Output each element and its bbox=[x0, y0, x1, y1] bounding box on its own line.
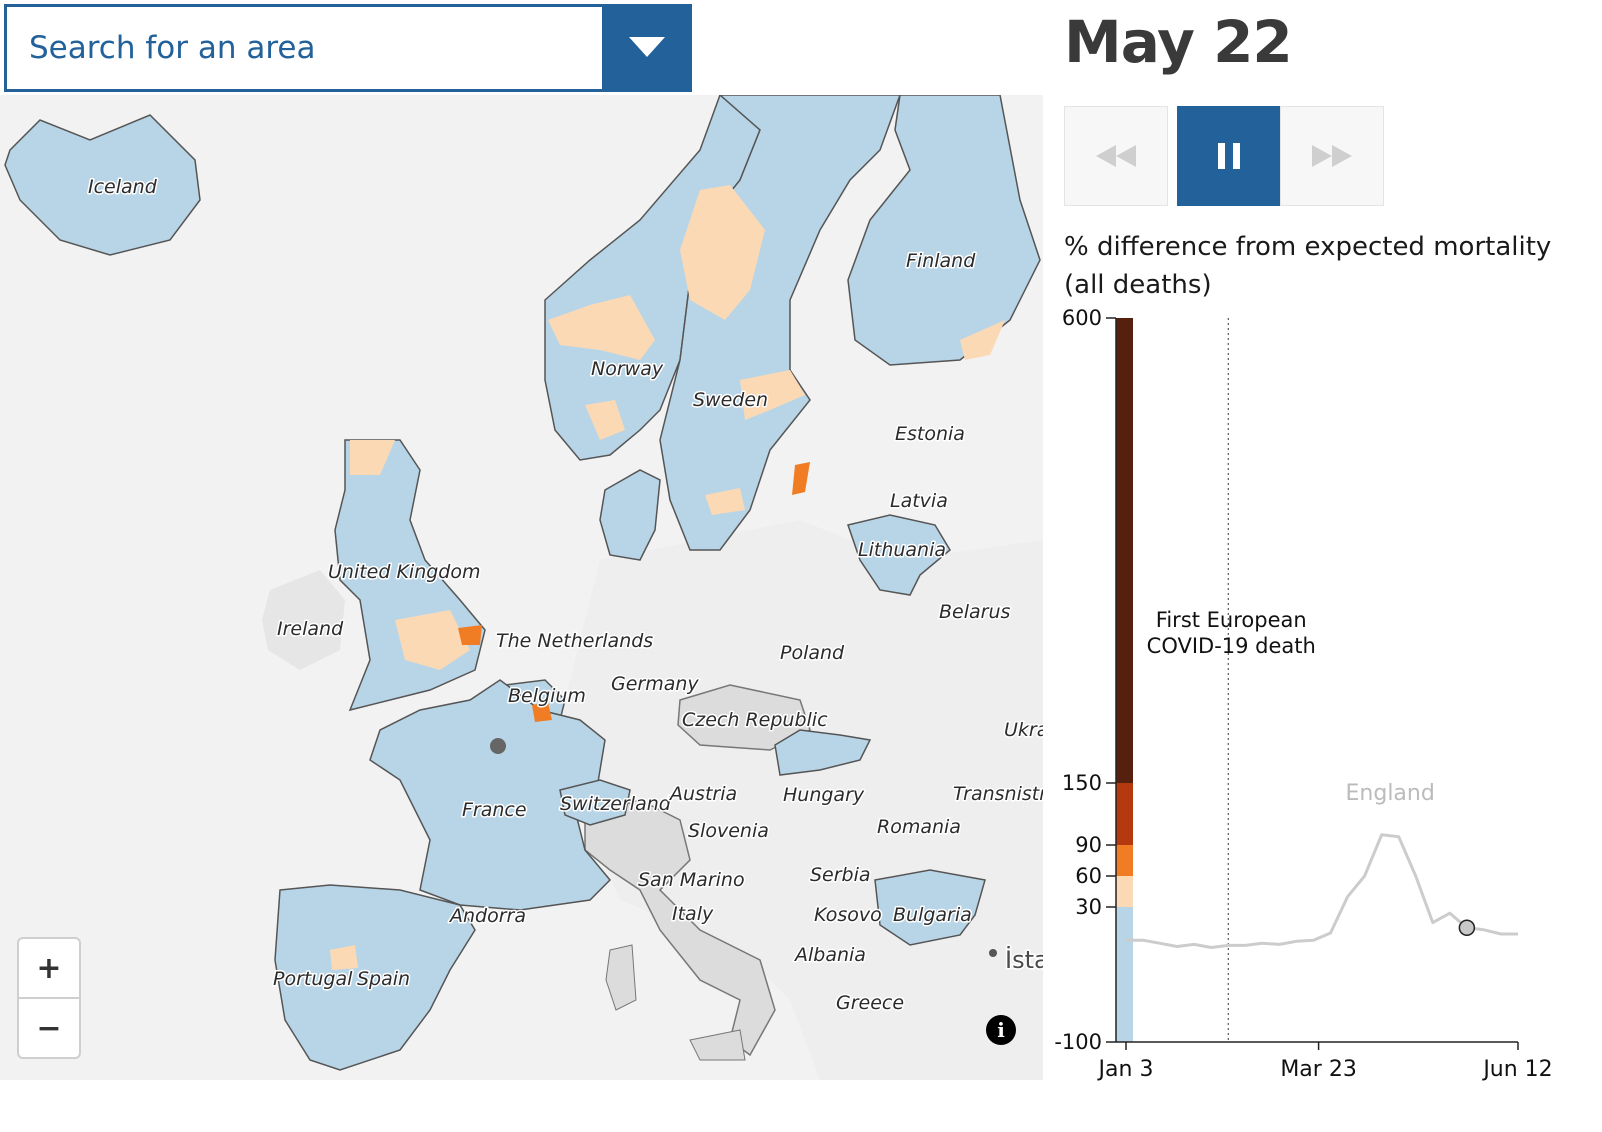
current-date: May 22 bbox=[1064, 8, 1293, 76]
region-peach-scotland bbox=[350, 440, 395, 475]
region-peach-norway bbox=[548, 295, 655, 360]
region-peach-stockholm bbox=[740, 370, 805, 420]
map-canvas[interactable]: Iceland Norway Sweden Finland Estonia La… bbox=[0, 95, 1043, 1080]
label-andorra: Andorra bbox=[448, 905, 526, 927]
label-greece: Greece bbox=[836, 992, 904, 1014]
label-ukraine: Ukra bbox=[1004, 719, 1043, 741]
x-tick-label-0: Jan 3 bbox=[1097, 1057, 1154, 1082]
region-peach-sweden bbox=[680, 185, 765, 320]
label-estonia: Estonia bbox=[895, 423, 965, 445]
color-band-3 bbox=[1116, 783, 1133, 845]
label-kosovo: Kosovo bbox=[814, 904, 882, 926]
finland-shape bbox=[847, 95, 1041, 366]
zoom-in-button[interactable]: + bbox=[36, 950, 62, 986]
label-switzerland: Switzerland bbox=[560, 793, 672, 815]
sardinia-shape bbox=[605, 944, 637, 1011]
label-finland: Finland bbox=[906, 250, 976, 272]
label-italy: Italy bbox=[672, 903, 714, 925]
region-peach-south-sweden bbox=[705, 488, 745, 515]
search-box[interactable] bbox=[4, 4, 606, 92]
area-search[interactable] bbox=[4, 4, 692, 92]
denmark-shape bbox=[599, 469, 661, 561]
info-icon[interactable]: i bbox=[986, 1015, 1016, 1045]
pause-button[interactable] bbox=[1177, 106, 1281, 206]
label-poland: Poland bbox=[780, 642, 845, 664]
label-united-kingdom: United Kingdom bbox=[328, 561, 481, 583]
y-tick-label-3: 60 bbox=[1075, 864, 1102, 888]
mortality-chart: 600 150 90 60 30 -100 Jan 3 Mar 23 Jun 12 First E… bbox=[1054, 306, 1552, 1082]
label-san-marino: San Marino bbox=[638, 869, 745, 891]
label-iceland: Iceland bbox=[88, 176, 158, 198]
label-latvia: Latvia bbox=[890, 490, 948, 512]
pause-icon bbox=[1218, 143, 1240, 169]
ireland-shape bbox=[262, 570, 345, 670]
x-tick-label-1: Mar 23 bbox=[1280, 1057, 1357, 1082]
annotation-line2: COVID-19 death bbox=[1147, 634, 1316, 658]
rewind-button[interactable] bbox=[1064, 106, 1168, 206]
label-spain: Spain bbox=[357, 968, 410, 990]
paris-marker[interactable] bbox=[490, 738, 506, 754]
label-lithuania: Lithuania bbox=[858, 539, 946, 561]
region-orange-belgium bbox=[532, 702, 552, 722]
search-input[interactable] bbox=[27, 29, 591, 67]
y-tick-label-0: 600 bbox=[1062, 306, 1102, 330]
fast-forward-icon bbox=[1312, 145, 1352, 167]
label-albania: Albania bbox=[793, 944, 866, 966]
x-tick-label-2: Jun 12 bbox=[1481, 1057, 1552, 1082]
zoom-out-button[interactable]: − bbox=[19, 997, 79, 1057]
color-band-4 bbox=[1116, 318, 1133, 783]
color-band-2 bbox=[1116, 845, 1133, 876]
lithuania-shape bbox=[847, 514, 951, 596]
europe-map[interactable]: Iceland Norway Sweden Finland Estonia La… bbox=[0, 95, 1043, 1080]
slovakia-shape bbox=[774, 729, 872, 776]
label-norway: Norway bbox=[591, 358, 664, 380]
region-peach-oslo bbox=[585, 400, 625, 440]
y-tick-label-2: 90 bbox=[1075, 833, 1102, 857]
y-tick-label-5: -100 bbox=[1054, 1030, 1102, 1054]
label-romania: Romania bbox=[877, 816, 961, 838]
series-line-0 bbox=[1126, 833, 1518, 949]
y-tick-label-1: 150 bbox=[1062, 771, 1102, 795]
iceland-shape bbox=[4, 114, 201, 256]
label-sweden: Sweden bbox=[693, 389, 768, 411]
label-czech: Czech Republic bbox=[682, 709, 828, 731]
region-peach-england bbox=[395, 610, 470, 670]
label-germany: Germany bbox=[611, 673, 699, 695]
chart-title: % difference from expected mortality (al… bbox=[1064, 232, 1552, 300]
region-peach-finland bbox=[960, 320, 1005, 360]
annotation-line1: First European bbox=[1156, 608, 1307, 632]
label-portugal: Portugal bbox=[273, 968, 353, 990]
series-label-0: England bbox=[1346, 781, 1435, 806]
label-ireland: Ireland bbox=[277, 618, 344, 640]
color-band-1 bbox=[1116, 876, 1133, 907]
region-orange-gotland bbox=[792, 462, 810, 495]
search-dropdown-button[interactable] bbox=[602, 4, 692, 92]
chevron-down-icon bbox=[629, 37, 665, 57]
label-transnistria: Transnistric bbox=[953, 783, 1043, 805]
label-istanbul: İsta bbox=[1005, 945, 1043, 974]
label-netherlands: The Netherlands bbox=[496, 630, 653, 652]
region-orange-london bbox=[458, 625, 482, 645]
switzerland-shape bbox=[559, 779, 631, 826]
rewind-icon bbox=[1096, 145, 1136, 167]
color-band-0 bbox=[1116, 907, 1133, 1042]
label-belarus: Belarus bbox=[939, 601, 1010, 623]
y-tick-label-4: 30 bbox=[1075, 895, 1102, 919]
label-france: France bbox=[462, 799, 527, 821]
label-slovenia: Slovenia bbox=[688, 820, 769, 842]
iberia-shape bbox=[274, 884, 476, 1071]
fast-forward-button[interactable] bbox=[1280, 106, 1384, 206]
sicily-shape bbox=[689, 1029, 746, 1061]
series-current-point-0 bbox=[1458, 919, 1476, 937]
label-bulgaria: Bulgaria bbox=[893, 904, 972, 926]
region-peach-spain bbox=[330, 945, 358, 970]
label-serbia: Serbia bbox=[810, 864, 871, 886]
istanbul-marker bbox=[989, 949, 997, 957]
zoom-control: + − bbox=[17, 937, 81, 1059]
label-belgium: Belgium bbox=[508, 685, 586, 707]
label-austria: Austria bbox=[668, 783, 737, 805]
bulgaria-shape bbox=[874, 869, 986, 946]
italy-shape bbox=[584, 799, 776, 1057]
label-hungary: Hungary bbox=[783, 784, 865, 806]
